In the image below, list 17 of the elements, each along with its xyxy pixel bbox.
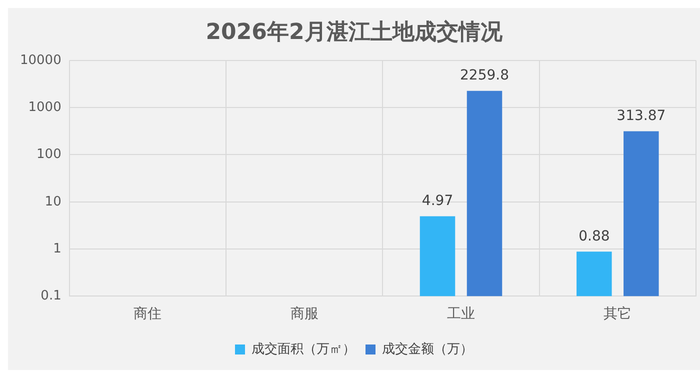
data-label: 313.87 — [616, 108, 666, 124]
y-tick-label: 10000 — [20, 52, 62, 68]
legend-label: 成交金额（万） — [382, 340, 473, 357]
chart-title: 2026年2月湛江土地成交情况 — [206, 18, 504, 45]
x-tick-label: 工业 — [447, 306, 476, 322]
y-tick-label: 1000 — [28, 100, 62, 115]
y-tick-label: 1 — [53, 241, 62, 256]
x-tick-label: 商服 — [290, 306, 318, 322]
y-tick-label: 0.1 — [40, 288, 62, 304]
x-tick-label: 其它 — [604, 306, 632, 322]
x-tick-label: 商住 — [134, 306, 162, 322]
y-tick-label: 100 — [36, 147, 62, 162]
y-tick-label: 10 — [44, 194, 62, 210]
data-label: 2259.8 — [460, 68, 510, 84]
data-label: 0.88 — [578, 228, 610, 244]
legend-label: 成交面积（万㎡） — [252, 340, 356, 357]
data-label: 4.97 — [422, 192, 454, 209]
